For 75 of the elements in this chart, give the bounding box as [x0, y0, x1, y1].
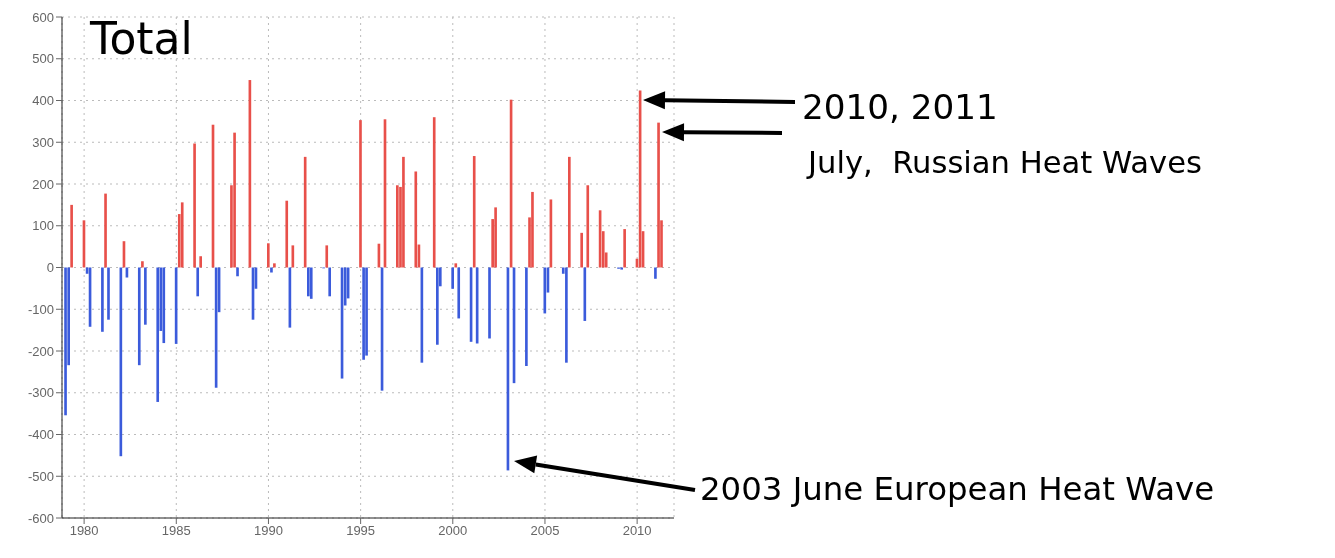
bar — [414, 171, 418, 268]
bar — [101, 267, 104, 332]
bar — [580, 232, 584, 268]
bar — [568, 156, 571, 268]
bar — [236, 267, 239, 277]
bar — [654, 267, 657, 279]
y-tick-label: 600 — [32, 9, 54, 25]
y-tick-label: -400 — [27, 427, 54, 443]
bar — [362, 267, 365, 360]
x-tick-label: 1990 — [254, 523, 283, 539]
y-tick-label: 500 — [32, 51, 54, 67]
y-tick-label: -600 — [27, 510, 54, 526]
bar — [137, 267, 141, 366]
bar — [285, 200, 289, 268]
y-tick-label: -300 — [27, 385, 54, 401]
bar — [70, 204, 73, 268]
bar — [583, 267, 587, 321]
bar — [104, 193, 107, 268]
y-tick-label: 0 — [46, 260, 54, 276]
bar — [325, 245, 329, 268]
bar — [565, 267, 568, 363]
bar — [494, 207, 497, 268]
bar — [306, 267, 310, 297]
y-tick-label: 400 — [32, 93, 54, 109]
y-tick-label: 200 — [32, 176, 54, 192]
bar — [623, 229, 626, 268]
x-tick-label: 2005 — [530, 523, 560, 539]
bar — [432, 117, 436, 268]
bar — [620, 267, 624, 270]
bar — [193, 143, 196, 268]
x-tick-label: 1985 — [161, 523, 191, 539]
x-tick-label: 1995 — [346, 523, 376, 539]
bar — [266, 243, 270, 268]
bar — [525, 267, 528, 367]
text: 2003 June European Heat Wave — [700, 469, 1215, 511]
x-tick-label: 1980 — [69, 523, 99, 539]
bar — [396, 185, 399, 268]
bar — [436, 267, 439, 345]
x-tick-label: 2000 — [438, 523, 468, 539]
bar — [162, 267, 166, 344]
bar — [107, 267, 110, 320]
bar — [303, 156, 307, 268]
bar — [543, 267, 547, 314]
y-tick-label: 100 — [32, 218, 54, 234]
y-tick-label: -100 — [27, 301, 54, 317]
bar — [180, 202, 184, 268]
bar — [488, 267, 491, 339]
bar — [451, 267, 454, 289]
bar — [328, 267, 332, 297]
chart-title: Total — [90, 13, 193, 64]
bar — [64, 267, 67, 416]
bar — [156, 267, 160, 402]
bar — [472, 156, 476, 268]
text: 2010, 2011 — [802, 86, 998, 130]
bar — [273, 263, 276, 268]
y-tick-label: 300 — [32, 134, 54, 150]
bar — [309, 267, 313, 299]
bar — [270, 267, 273, 273]
bar — [359, 120, 362, 268]
y-tick-label: -200 — [27, 343, 54, 359]
x-tick-label: 2010 — [622, 523, 652, 539]
bar — [365, 267, 368, 356]
bar — [141, 261, 144, 268]
bar — [402, 156, 405, 268]
bar — [196, 267, 200, 297]
bar — [457, 267, 461, 319]
bar — [199, 256, 202, 268]
bar — [657, 122, 660, 268]
bar — [531, 191, 534, 268]
bar — [586, 185, 590, 268]
bar — [454, 263, 458, 268]
y-tick-label: -500 — [27, 468, 54, 484]
bar — [233, 132, 236, 268]
bar — [144, 267, 147, 325]
text: July, Russian Heat Waves — [808, 143, 1202, 182]
